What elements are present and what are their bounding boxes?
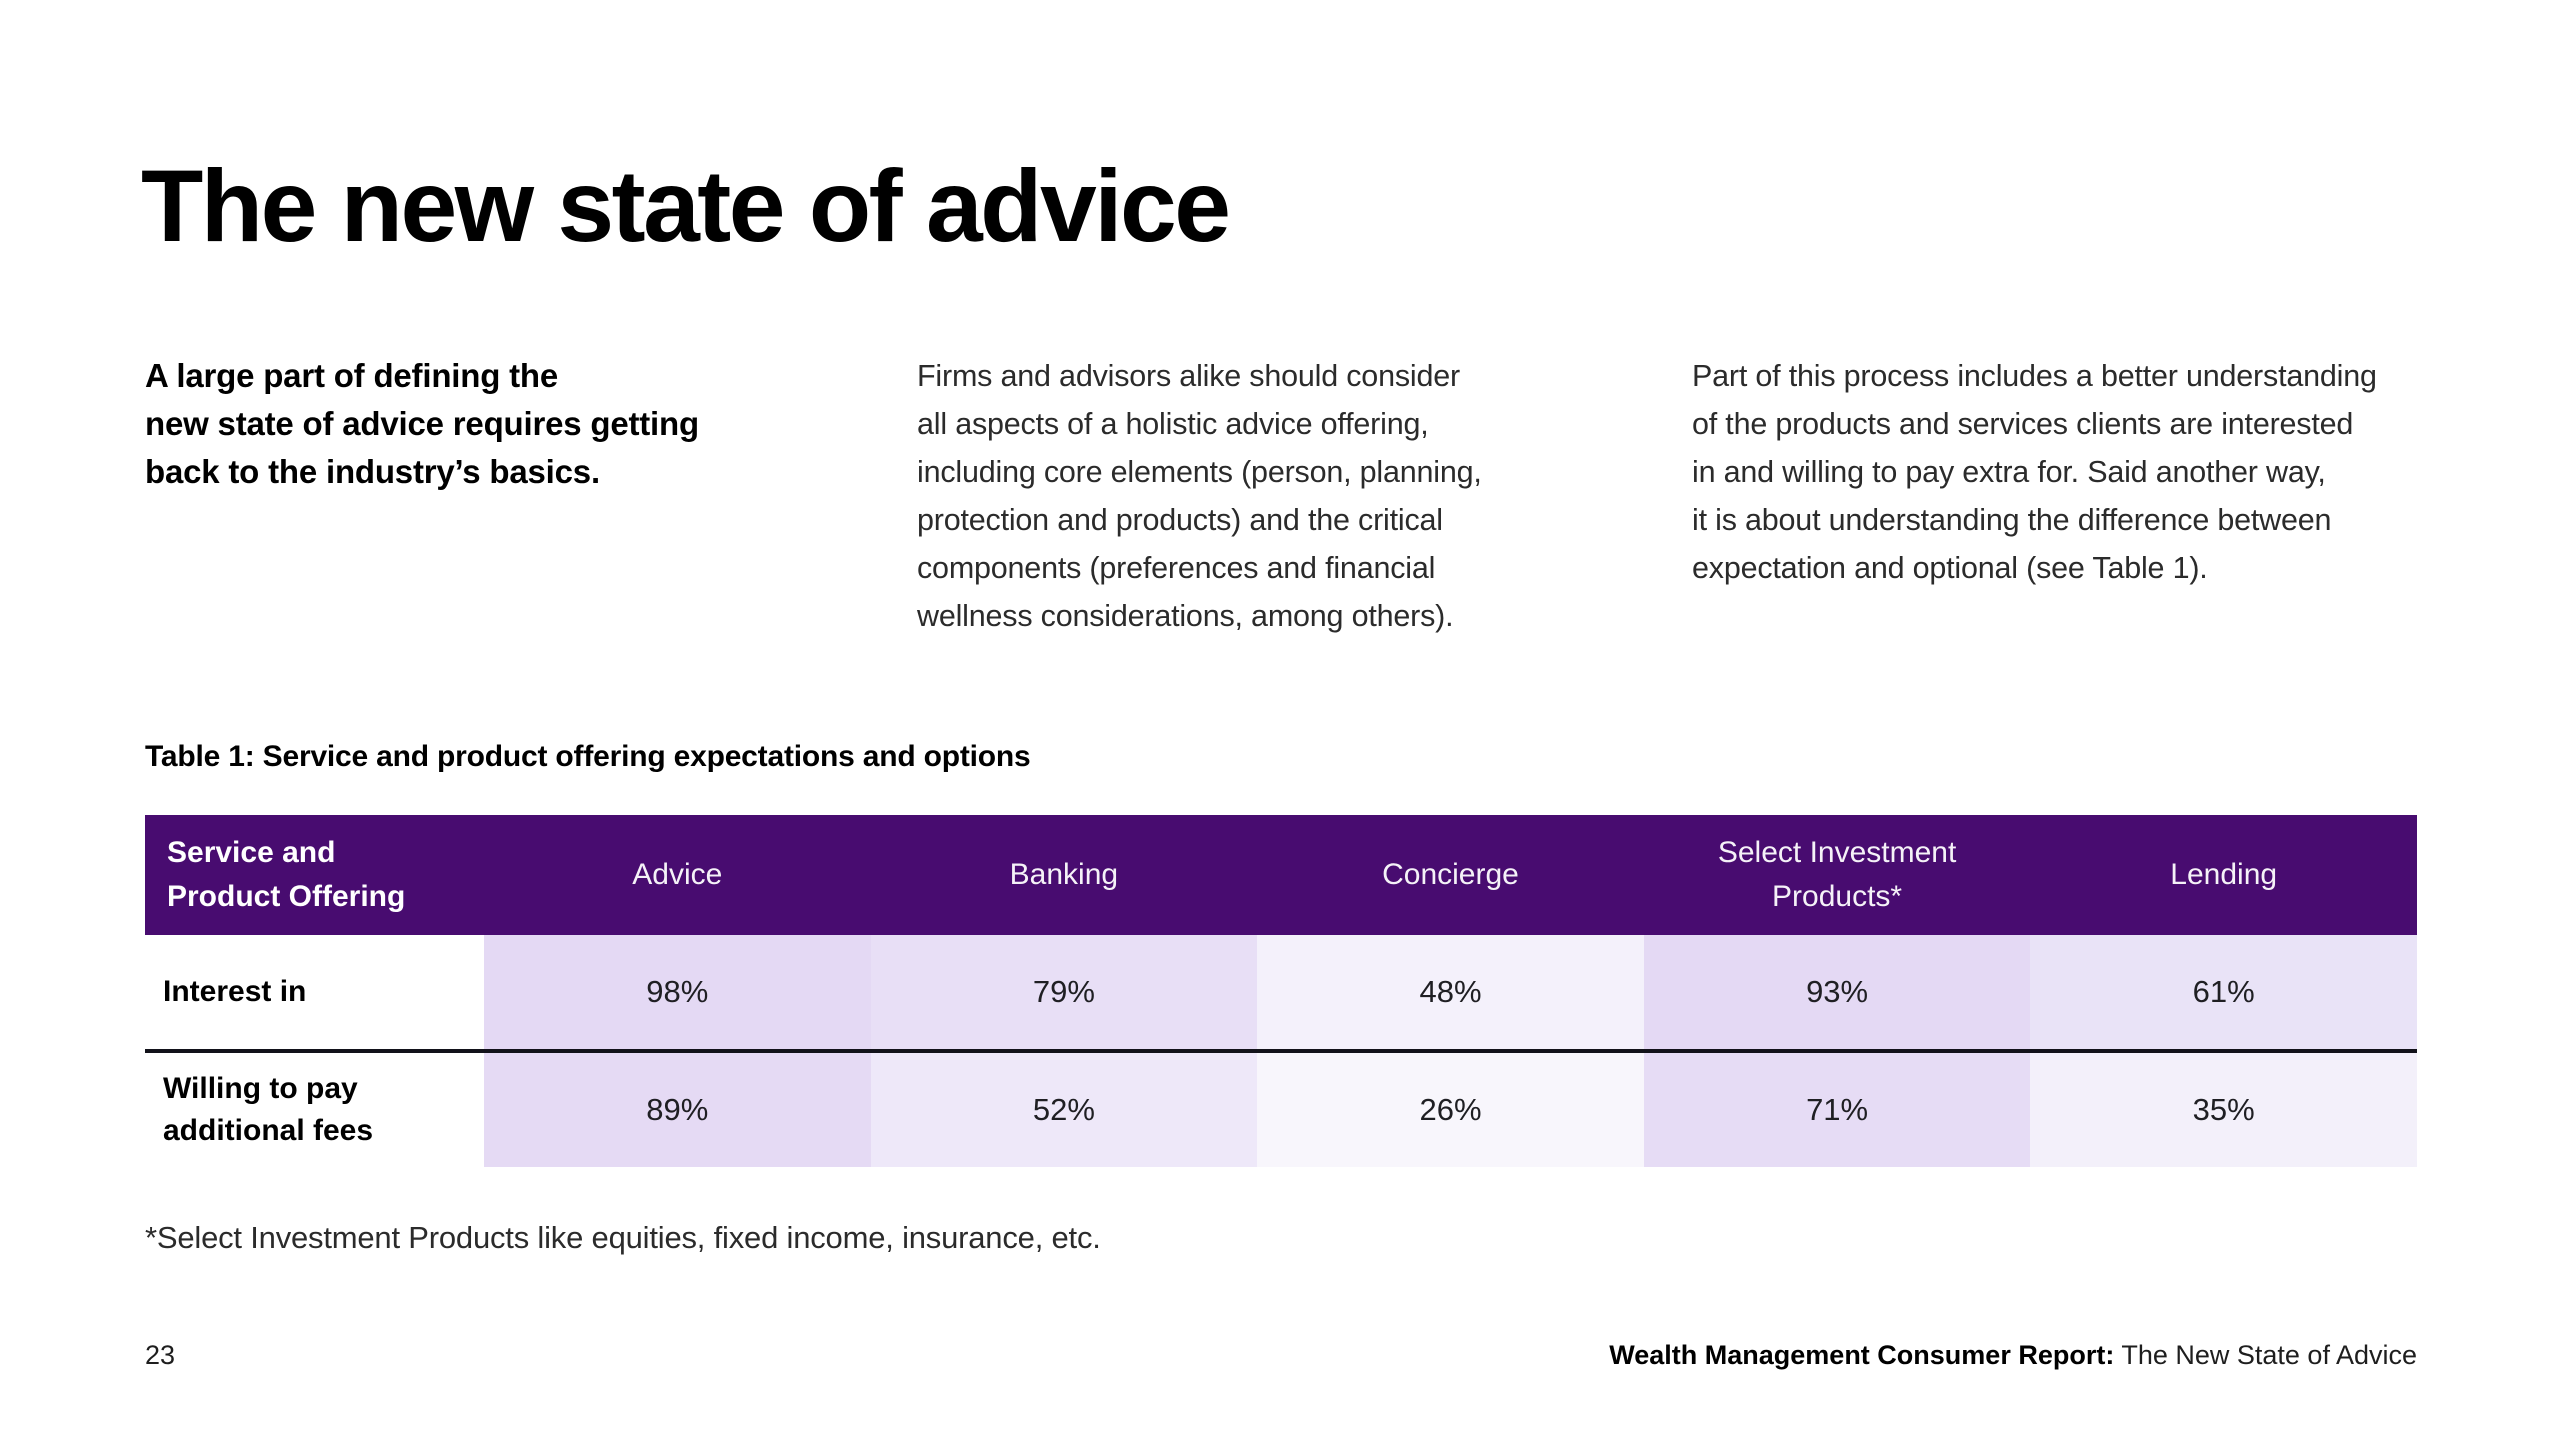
- footer-report-title-regular: The New State of Advice: [2114, 1340, 2417, 1370]
- footer-report-title: Wealth Management Consumer Report: The N…: [1609, 1340, 2417, 1371]
- intro-paragraph-2: Firms and advisors alike should consider…: [917, 359, 1482, 633]
- page-number: 23: [145, 1340, 176, 1370]
- table-row-divider: [145, 1049, 2417, 1053]
- column-header-lending: Lending: [2030, 815, 2417, 935]
- row-label-interest-in: Interest in: [145, 935, 484, 1049]
- page-title: The new state of advice: [141, 149, 1231, 263]
- cell-willing-advice: 89%: [484, 1053, 871, 1167]
- footer-report-title-bold: Wealth Management Consumer Report:: [1609, 1340, 2115, 1370]
- cell-interest-banking: 79%: [870, 935, 1258, 1049]
- table-corner-header: Service and Product Offering: [145, 815, 484, 935]
- cell-willing-lending: 35%: [2030, 1053, 2417, 1167]
- cell-interest-advice: 98%: [484, 935, 871, 1049]
- cell-willing-concierge: 26%: [1257, 1053, 1644, 1167]
- cell-willing-banking: 52%: [870, 1053, 1258, 1167]
- row-label-willing-to-pay: Willing to pay additional fees: [145, 1053, 484, 1167]
- cell-interest-lending: 61%: [2030, 935, 2417, 1049]
- column-header-advice: Advice: [484, 815, 871, 935]
- cell-interest-concierge: 48%: [1257, 935, 1644, 1049]
- table-footnote: *Select Investment Products like equitie…: [145, 1220, 1101, 1255]
- column-header-select-investment-products: Select Investment Products*: [1643, 815, 2031, 935]
- service-product-table: Service and Product Offering Advice Bank…: [145, 815, 2417, 1167]
- cell-willing-select-investment: 71%: [1643, 1053, 2031, 1167]
- column-header-banking: Banking: [870, 815, 1258, 935]
- table-caption: Table 1: Service and product offering ex…: [145, 740, 1031, 773]
- column-header-concierge: Concierge: [1257, 815, 1644, 935]
- cell-interest-select-investment: 93%: [1643, 935, 2031, 1049]
- intro-lead-paragraph: A large part of defining the new state o…: [145, 357, 699, 490]
- intro-paragraph-3: Part of this process includes a better u…: [1692, 359, 2377, 585]
